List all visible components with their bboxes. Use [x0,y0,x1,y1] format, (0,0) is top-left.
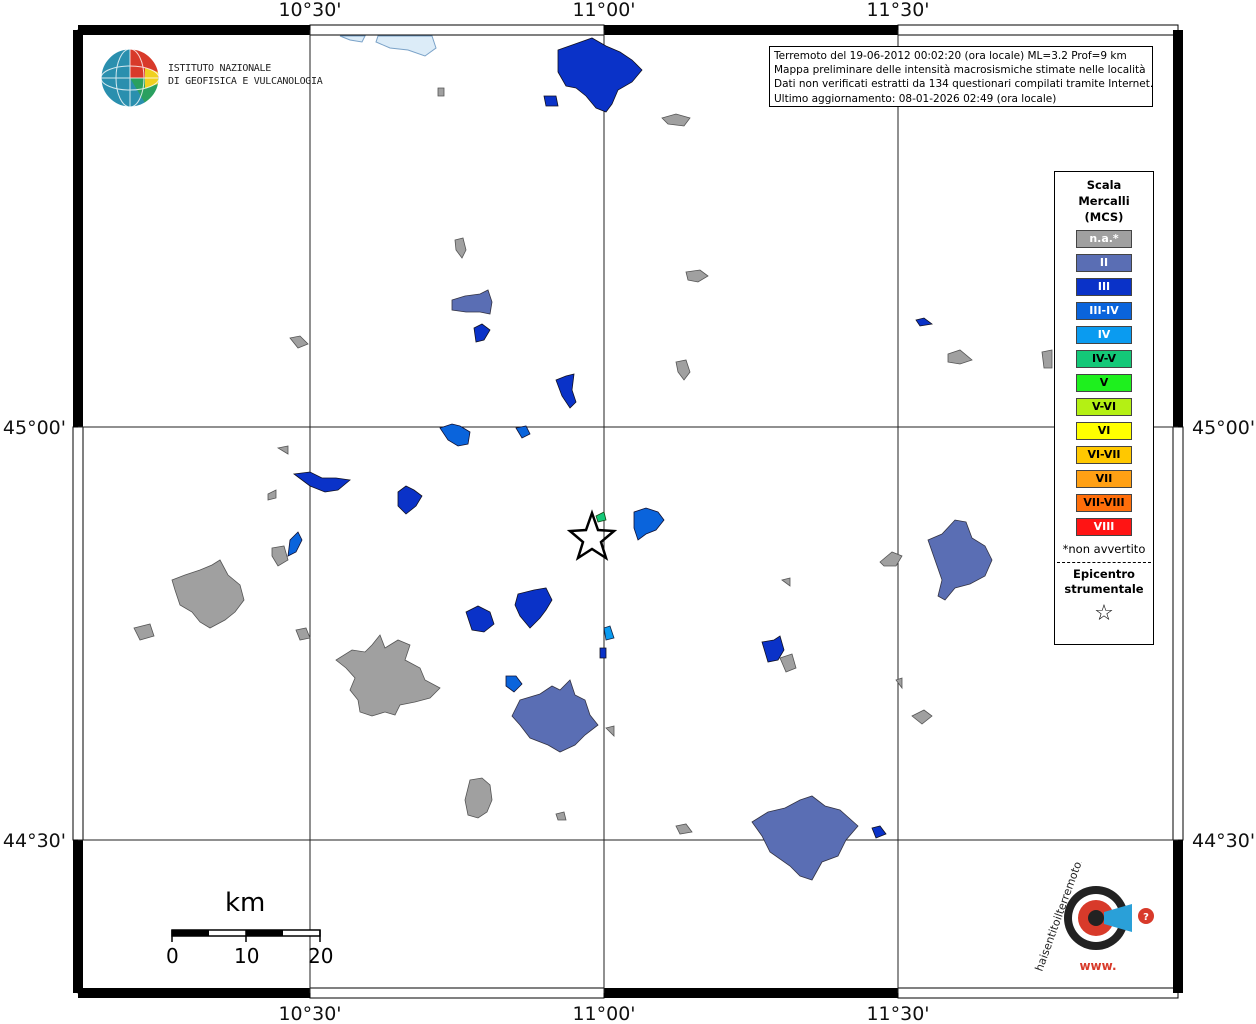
svg-text:?: ? [1143,912,1149,923]
legend-epicentre-line2: strumentale [1064,582,1144,596]
place-bologna [751,795,859,881]
lon-label-bottom-3: 11°30' [866,1003,929,1024]
info-line1: Terremoto del 19-06-2012 00:02:20 (ora l… [774,50,1127,62]
scale-bar-graphic [171,929,321,942]
legend-epicentre: Epicentro strumentale [1055,567,1153,597]
legend-item-v: V [1076,374,1132,392]
place-parma [171,559,245,629]
municipalities-iv-v [595,511,607,523]
municipalities-na [133,87,1053,835]
place-modena [511,679,599,753]
lat-label-left-2: 44°30' [3,830,66,852]
info-line4: Ultimo aggiornamento: 08-01-2026 02:49 (… [774,92,1057,105]
legend-item-iii: III [1076,278,1132,296]
legend-title-line3: (MCS) [1084,210,1124,224]
ingv-name-line2: DI GEOFISICA E VULCANOLOGIA [168,76,323,87]
place-reggio-emilia [335,634,441,717]
legend-item-vii-viii: VII-VIII [1076,494,1132,512]
map-frame [77,29,1179,994]
graticule [78,30,1178,993]
scale-tick-20: 20 [308,944,334,968]
legend-item-vii: VII [1076,470,1132,488]
legend-item-viii: VIII [1076,518,1132,536]
info-line2: Mappa preliminare delle intensità macros… [774,64,1146,77]
lat-label-right-2: 44°30' [1192,830,1255,852]
legend-item-iii-iv: III-IV [1076,302,1132,320]
lon-label-bottom-1: 10°30' [278,1003,341,1024]
scale-bar: km 0 10 20 [160,888,340,978]
legend-item-vi: VI [1076,422,1132,440]
haisentito-logo: ? haisentitoilterremoto.it www. [1032,849,1166,978]
lon-label-top-3: 11°30' [866,0,929,21]
ingv-logo: ISTITUTO NAZIONALE DI GEOFISICA E VULCAN… [100,48,323,112]
municipalities-iv [603,625,615,641]
scale-tick-0: 0 [166,944,179,968]
lon-label-top-2: 11°00' [572,0,635,21]
speaker-icon [1104,904,1132,932]
legend-epicentre-line1: Epicentro [1073,567,1135,581]
legend-item-iv: IV [1076,326,1132,344]
scale-title: km [225,888,266,918]
legend-title-line1: Scala [1086,178,1122,192]
legend-title-line2: Mercalli [1078,194,1130,208]
hai-logo-www: www. [1079,959,1116,973]
municipalities-ii [451,289,993,881]
legend-item-v-vi: V-VI [1076,398,1132,416]
epicentre-star [566,509,618,561]
lat-label-right-1: 45°00' [1192,417,1255,439]
lat-label-left-1: 45°00' [3,417,66,439]
place-mantova [451,289,493,315]
lon-label-bottom-2: 11°00' [572,1003,635,1024]
place-verona [557,37,643,113]
ingv-name-line1: ISTITUTO NAZIONALE [168,63,271,74]
legend-title: Scala Mercalli (MCS) [1055,177,1153,225]
legend-item-n-a: n.a.* [1076,230,1132,248]
legend-separator [1057,562,1151,563]
municipalities-iii [292,37,933,839]
scale-tick-10: 10 [234,944,260,968]
legend-note: *non avvertito [1062,542,1146,556]
legend-star-icon: ☆ [1094,601,1114,626]
info-line3: Dati non verificati estratti da 134 ques… [774,78,1153,91]
info-box: Terremoto del 19-06-2012 00:02:20 (ora l… [769,46,1153,107]
legend-item-ii: II [1076,254,1132,272]
legend-item-vi-vii: VI-VII [1076,446,1132,464]
mcs-legend: Scala Mercalli (MCS) n.a.* II III III-IV IV I… [1054,171,1154,645]
globe-icon [100,48,160,108]
municipalities-iii-iv [287,423,665,693]
legend-items: n.a.* II III III-IV IV IV-V V V-VI VI VI-VII VII VI… [1055,230,1153,536]
lon-label-top-1: 10°30' [278,0,341,21]
place-ferrara [927,519,993,601]
lake-garda [339,35,437,57]
legend-item-iv-v: IV-V [1076,350,1132,368]
